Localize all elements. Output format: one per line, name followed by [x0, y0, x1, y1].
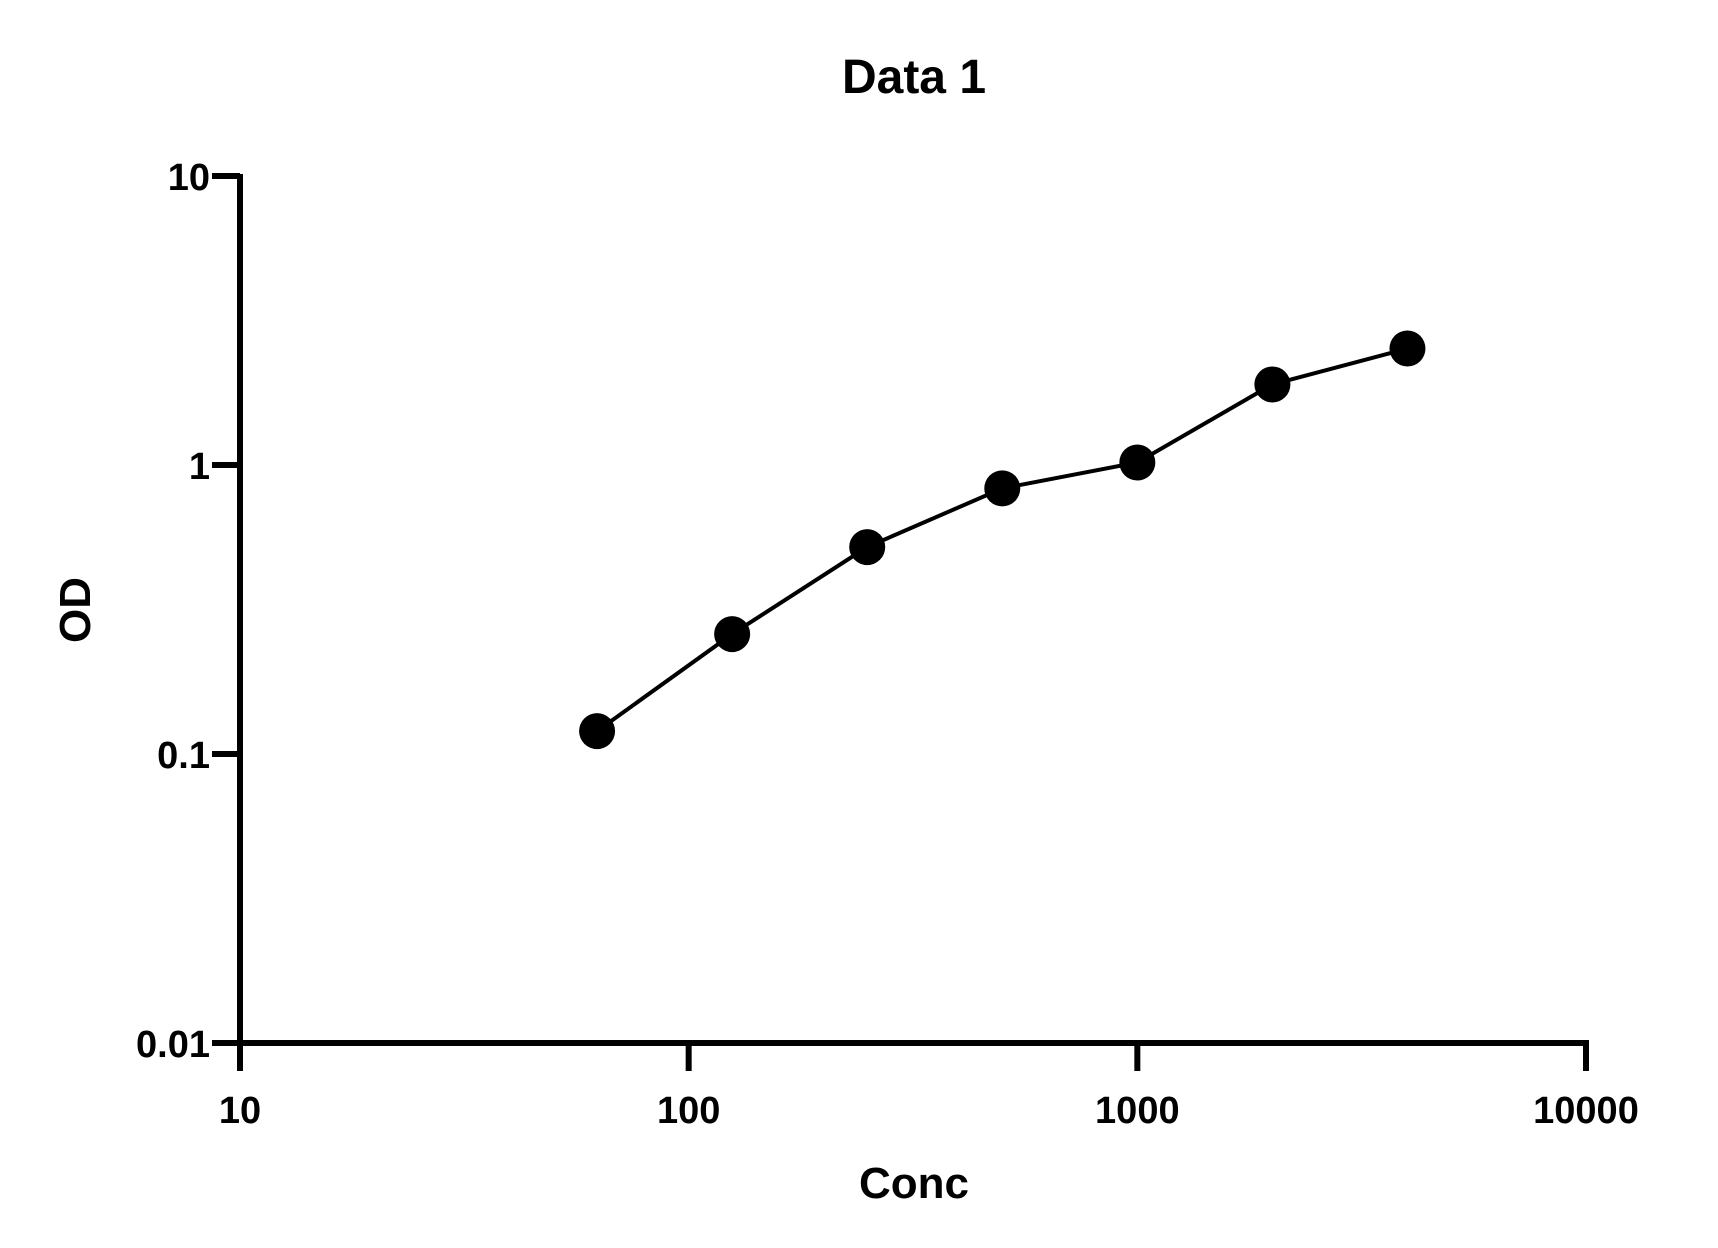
x-tick-label: 100	[657, 1090, 720, 1132]
y-tick-label: 1	[189, 446, 210, 488]
data-point	[579, 713, 616, 750]
y-axis-label: OD	[51, 577, 100, 643]
x-axis-label: Conc	[859, 1159, 969, 1208]
data-point	[849, 529, 886, 566]
x-tick-label: 10000	[1533, 1090, 1639, 1132]
y-tick-label: 0.01	[136, 1024, 210, 1066]
chart-title: Data 1	[842, 51, 986, 104]
y-tick-label: 10	[168, 157, 210, 199]
data-point	[984, 470, 1021, 507]
data-point	[1254, 366, 1291, 403]
data-point	[714, 616, 751, 653]
series-line	[595, 346, 1408, 733]
x-tick-label: 1000	[1095, 1090, 1180, 1132]
x-tick-label: 10	[219, 1090, 261, 1132]
data-point	[1389, 330, 1426, 367]
y-tick-label: 0.1	[157, 735, 210, 777]
data-point	[1119, 444, 1156, 481]
